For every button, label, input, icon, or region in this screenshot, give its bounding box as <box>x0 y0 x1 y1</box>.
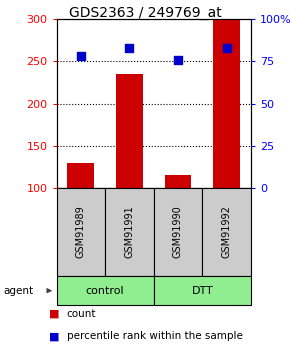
Point <box>79 53 83 59</box>
Text: GDS2363 / 249769_at: GDS2363 / 249769_at <box>69 6 221 20</box>
Text: ■: ■ <box>49 331 60 341</box>
Text: ■: ■ <box>49 309 60 319</box>
Bar <box>213 19 240 188</box>
Text: count: count <box>67 309 96 319</box>
Text: GSM91992: GSM91992 <box>222 206 231 258</box>
Point <box>176 57 180 62</box>
Text: agent: agent <box>3 286 33 296</box>
Text: DTT: DTT <box>191 286 213 296</box>
Point <box>127 45 132 50</box>
Point <box>224 45 229 50</box>
Bar <box>68 163 94 188</box>
Text: control: control <box>86 286 124 296</box>
Text: percentile rank within the sample: percentile rank within the sample <box>67 331 242 341</box>
Bar <box>116 74 143 188</box>
Bar <box>165 175 191 188</box>
Text: GSM91991: GSM91991 <box>124 206 134 258</box>
Text: GSM91990: GSM91990 <box>173 206 183 258</box>
Text: GSM91989: GSM91989 <box>76 206 86 258</box>
